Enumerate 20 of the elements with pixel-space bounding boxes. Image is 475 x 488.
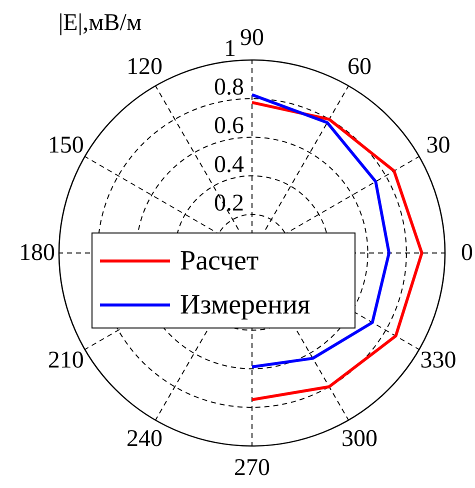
spoke-label: 90 (240, 25, 264, 51)
spoke-label: 300 (342, 426, 378, 452)
y-tick-label: 1 (224, 36, 236, 62)
spoke-label: 120 (126, 54, 162, 80)
legend-label: Расчет (180, 246, 259, 276)
y-tick-label: 0.8 (214, 74, 244, 101)
spoke-label: 60 (348, 54, 372, 80)
legend-label: Измерения (180, 290, 310, 320)
chart-title: |E|,мВ/м (58, 10, 142, 36)
spoke-label: 330 (420, 348, 456, 374)
y-tick-label: 0.2 (214, 190, 244, 216)
spoke-label: 240 (126, 426, 162, 452)
spoke-label: 0 (461, 240, 473, 266)
spoke-label: 150 (48, 132, 84, 158)
spoke-label: 30 (426, 132, 450, 158)
spoke-label: 180 (19, 240, 55, 266)
spoke-label: 210 (48, 348, 84, 374)
y-tick-label: 0.4 (214, 152, 244, 178)
spoke-label: 270 (234, 455, 270, 481)
y-tick-label: 0.6 (214, 113, 244, 140)
